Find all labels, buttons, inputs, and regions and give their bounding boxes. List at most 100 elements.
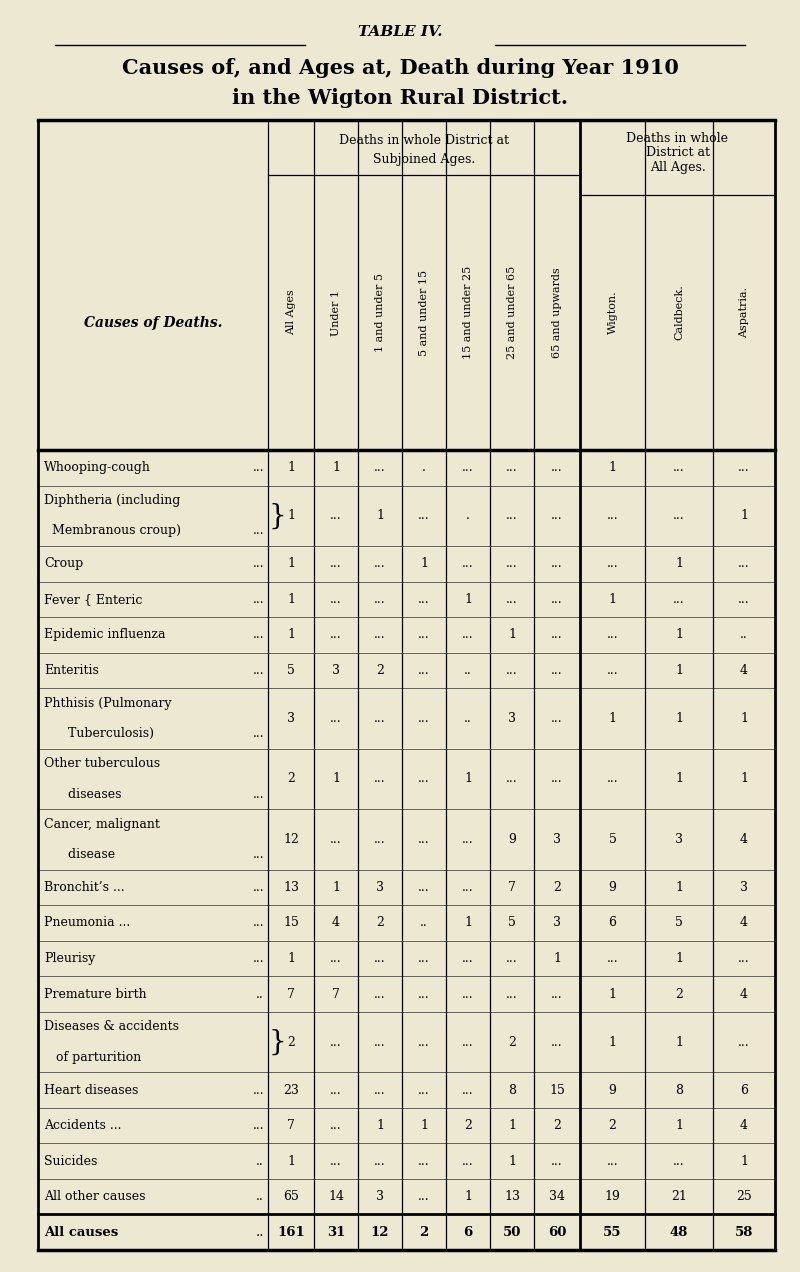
Text: 1: 1: [740, 712, 748, 725]
Text: 1: 1: [675, 557, 683, 570]
Text: ...: ...: [606, 557, 618, 570]
Text: 25 and under 65: 25 and under 65: [507, 266, 517, 359]
Text: diseases: diseases: [44, 787, 122, 800]
Text: ...: ...: [551, 628, 563, 641]
Text: ...: ...: [418, 951, 430, 965]
Text: Causes of Deaths.: Causes of Deaths.: [84, 315, 222, 329]
Text: in the Wigton Rural District.: in the Wigton Rural District.: [232, 88, 568, 108]
Text: 1: 1: [508, 1119, 516, 1132]
Text: 8: 8: [508, 1084, 516, 1096]
Text: ...: ...: [551, 1155, 563, 1168]
Text: 5: 5: [287, 664, 295, 677]
Text: 2: 2: [508, 1035, 516, 1048]
Text: 6: 6: [463, 1226, 473, 1239]
Text: 6: 6: [740, 1084, 748, 1096]
Text: 34: 34: [549, 1191, 565, 1203]
Text: ...: ...: [374, 712, 386, 725]
Text: 23: 23: [283, 1084, 299, 1096]
Text: ...: ...: [418, 833, 430, 846]
Text: ...: ...: [418, 628, 430, 641]
Text: 55: 55: [603, 1226, 622, 1239]
Text: Epidemic influenza: Epidemic influenza: [44, 628, 166, 641]
Text: 1: 1: [675, 628, 683, 641]
Text: 15: 15: [283, 916, 299, 930]
Text: 1: 1: [609, 987, 617, 1001]
Text: 1: 1: [464, 593, 472, 605]
Text: 4: 4: [740, 1119, 748, 1132]
Text: of parturition: of parturition: [44, 1051, 142, 1063]
Text: ...: ...: [462, 462, 474, 474]
Text: ...: ...: [462, 628, 474, 641]
Text: 1: 1: [675, 664, 683, 677]
Text: ...: ...: [551, 987, 563, 1001]
Text: 2: 2: [376, 916, 384, 930]
Text: ...: ...: [330, 1119, 342, 1132]
Text: ...: ...: [374, 1155, 386, 1168]
Text: ...: ...: [738, 593, 750, 605]
Text: ...: ...: [252, 951, 264, 965]
Text: ...: ...: [506, 951, 518, 965]
Text: 1: 1: [740, 509, 748, 523]
Text: ..: ..: [464, 664, 472, 677]
Text: Deaths in whole District at: Deaths in whole District at: [339, 134, 509, 146]
Text: 1: 1: [675, 1035, 683, 1048]
Text: ...: ...: [374, 772, 386, 785]
Text: 1: 1: [609, 593, 617, 605]
Text: ...: ...: [418, 880, 430, 894]
Text: 3: 3: [287, 712, 295, 725]
Text: ...: ...: [374, 557, 386, 570]
Text: ...: ...: [606, 509, 618, 523]
Text: 3: 3: [553, 833, 561, 846]
Bar: [38, 120, 775, 1250]
Text: ...: ...: [330, 593, 342, 605]
Text: 1: 1: [287, 462, 295, 474]
Text: disease: disease: [44, 848, 115, 861]
Text: ...: ...: [738, 462, 750, 474]
Text: ...: ...: [673, 593, 685, 605]
Text: All other causes: All other causes: [44, 1191, 146, 1203]
Text: ...: ...: [330, 557, 342, 570]
Text: 65: 65: [283, 1191, 299, 1203]
Text: ...: ...: [252, 557, 264, 570]
Text: ..: ..: [255, 1226, 264, 1239]
Text: Deaths in whole: Deaths in whole: [626, 131, 729, 145]
Text: }: }: [269, 1029, 286, 1056]
Text: 9: 9: [609, 1084, 617, 1096]
Text: ...: ...: [606, 664, 618, 677]
Text: ...: ...: [252, 524, 264, 537]
Text: 1: 1: [464, 1191, 472, 1203]
Text: 1: 1: [287, 557, 295, 570]
Text: ...: ...: [252, 916, 264, 930]
Text: ...: ...: [252, 848, 264, 861]
Text: ...: ...: [606, 1155, 618, 1168]
Text: ...: ...: [374, 951, 386, 965]
Text: ...: ...: [606, 772, 618, 785]
Text: ...: ...: [252, 593, 264, 605]
Text: 3: 3: [508, 712, 516, 725]
Text: ..: ..: [256, 1155, 264, 1168]
Text: .: .: [466, 509, 470, 523]
Text: Cancer, malignant: Cancer, malignant: [44, 818, 160, 831]
Text: ...: ...: [374, 833, 386, 846]
Text: 5 and under 15: 5 and under 15: [419, 270, 429, 356]
Text: 1: 1: [675, 951, 683, 965]
Text: ...: ...: [462, 1084, 474, 1096]
Text: ...: ...: [551, 772, 563, 785]
Text: 4: 4: [740, 833, 748, 846]
Text: 4: 4: [740, 916, 748, 930]
Text: 7: 7: [332, 987, 340, 1001]
Text: ...: ...: [330, 712, 342, 725]
Text: 1: 1: [508, 628, 516, 641]
Text: ...: ...: [506, 664, 518, 677]
Text: ...: ...: [506, 772, 518, 785]
Text: 1: 1: [464, 916, 472, 930]
Text: ...: ...: [506, 557, 518, 570]
Text: 21: 21: [671, 1191, 687, 1203]
Text: ...: ...: [252, 462, 264, 474]
Text: ..: ..: [464, 712, 472, 725]
Text: }: }: [269, 502, 286, 529]
Text: ...: ...: [506, 462, 518, 474]
Text: 50: 50: [503, 1226, 521, 1239]
Text: 1: 1: [420, 557, 428, 570]
Text: 2: 2: [464, 1119, 472, 1132]
